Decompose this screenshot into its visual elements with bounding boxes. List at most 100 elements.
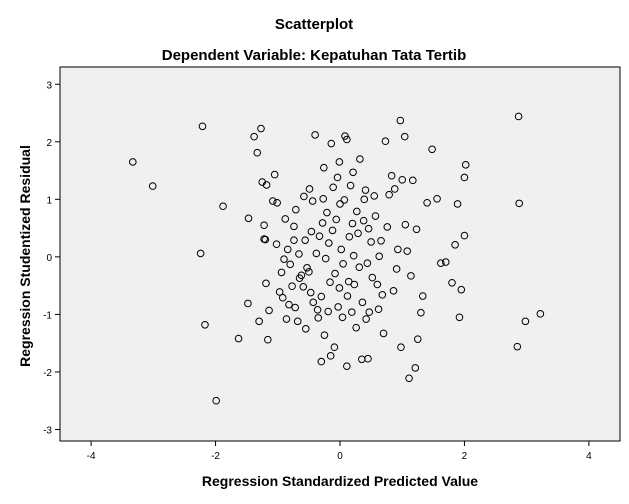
data-point bbox=[513, 342, 522, 351]
data-point bbox=[405, 374, 413, 383]
y-tick-label: 3 bbox=[46, 80, 52, 91]
data-point bbox=[323, 208, 331, 217]
data-point bbox=[389, 287, 398, 295]
data-point bbox=[396, 116, 405, 125]
data-point bbox=[385, 190, 393, 199]
data-point bbox=[257, 124, 265, 133]
data-point bbox=[148, 182, 157, 190]
plot-area bbox=[59, 66, 621, 442]
data-point bbox=[345, 232, 354, 241]
data-point bbox=[301, 325, 310, 333]
data-point bbox=[514, 112, 523, 121]
data-point bbox=[286, 260, 295, 269]
data-point bbox=[455, 313, 464, 322]
data-point bbox=[343, 135, 351, 144]
data-point bbox=[460, 173, 469, 182]
data-point bbox=[428, 145, 436, 154]
data-point bbox=[315, 232, 324, 240]
data-point bbox=[269, 197, 277, 205]
data-point bbox=[390, 185, 399, 193]
data-point bbox=[370, 192, 379, 200]
data-point bbox=[244, 299, 252, 308]
data-point bbox=[261, 235, 270, 244]
data-points bbox=[129, 112, 545, 405]
data-point bbox=[348, 308, 356, 316]
data-point bbox=[313, 306, 322, 314]
data-point bbox=[285, 300, 293, 309]
data-point bbox=[326, 352, 335, 360]
data-point bbox=[400, 132, 409, 141]
data-point bbox=[288, 282, 296, 291]
data-point bbox=[129, 158, 137, 166]
data-point bbox=[325, 239, 333, 247]
data-point bbox=[360, 195, 369, 204]
data-point bbox=[333, 173, 342, 182]
data-point bbox=[265, 306, 273, 315]
chart-subtitle: Dependent Variable: Kepatuhan Tata Terti… bbox=[162, 47, 467, 64]
data-point bbox=[308, 197, 317, 205]
data-point bbox=[307, 227, 316, 236]
data-point bbox=[371, 212, 380, 220]
data-point bbox=[337, 245, 346, 254]
data-point bbox=[290, 222, 298, 231]
data-point bbox=[403, 247, 412, 255]
data-point bbox=[383, 223, 392, 231]
data-point bbox=[356, 155, 364, 163]
data-point bbox=[392, 265, 401, 273]
data-point bbox=[412, 225, 421, 234]
data-point bbox=[352, 323, 360, 332]
data-point bbox=[301, 236, 309, 244]
data-point bbox=[355, 263, 364, 272]
data-point bbox=[401, 220, 410, 229]
data-point bbox=[278, 293, 287, 302]
data-point bbox=[330, 343, 339, 352]
data-point bbox=[293, 317, 302, 326]
data-point bbox=[334, 303, 342, 311]
data-point bbox=[295, 250, 303, 258]
data-point bbox=[340, 196, 349, 204]
data-point bbox=[338, 313, 347, 322]
x-tick-label: -2 bbox=[211, 451, 220, 462]
data-point bbox=[275, 288, 284, 296]
data-point bbox=[306, 288, 315, 297]
x-tick-label: -4 bbox=[87, 451, 96, 462]
data-point bbox=[244, 214, 253, 223]
x-axis-label: Regression Standardized Predicted Value bbox=[202, 473, 478, 489]
data-point bbox=[367, 238, 375, 246]
data-point bbox=[394, 245, 402, 254]
data-point bbox=[198, 122, 207, 131]
data-point bbox=[457, 285, 466, 294]
data-point bbox=[212, 396, 220, 405]
data-point bbox=[250, 132, 258, 141]
data-point bbox=[354, 229, 362, 238]
data-point bbox=[368, 273, 377, 282]
data-point bbox=[264, 335, 272, 344]
data-point bbox=[336, 200, 344, 208]
data-point bbox=[273, 198, 281, 207]
data-point bbox=[283, 245, 292, 254]
x-tick-label: 4 bbox=[586, 451, 592, 462]
data-point bbox=[378, 291, 387, 299]
data-point bbox=[350, 280, 359, 289]
data-point bbox=[320, 331, 329, 339]
data-point bbox=[515, 199, 524, 208]
data-point bbox=[314, 314, 323, 322]
data-point bbox=[262, 279, 270, 288]
y-tick-label: -2 bbox=[43, 368, 52, 379]
data-point bbox=[281, 215, 290, 223]
data-point bbox=[282, 315, 291, 323]
data-point bbox=[379, 329, 388, 338]
data-point bbox=[362, 315, 370, 323]
data-point bbox=[375, 252, 384, 261]
data-point bbox=[411, 364, 420, 372]
data-point bbox=[373, 280, 382, 289]
axis-ticks: -4 -2 0 2 4 -3 -2 -1 0 1 2 3 bbox=[43, 80, 592, 462]
data-point bbox=[305, 185, 314, 193]
data-point bbox=[423, 198, 431, 207]
y-tick-label: -1 bbox=[43, 310, 52, 321]
data-point bbox=[317, 357, 326, 366]
data-point bbox=[413, 335, 422, 343]
data-point bbox=[358, 298, 367, 307]
data-point bbox=[398, 175, 407, 184]
